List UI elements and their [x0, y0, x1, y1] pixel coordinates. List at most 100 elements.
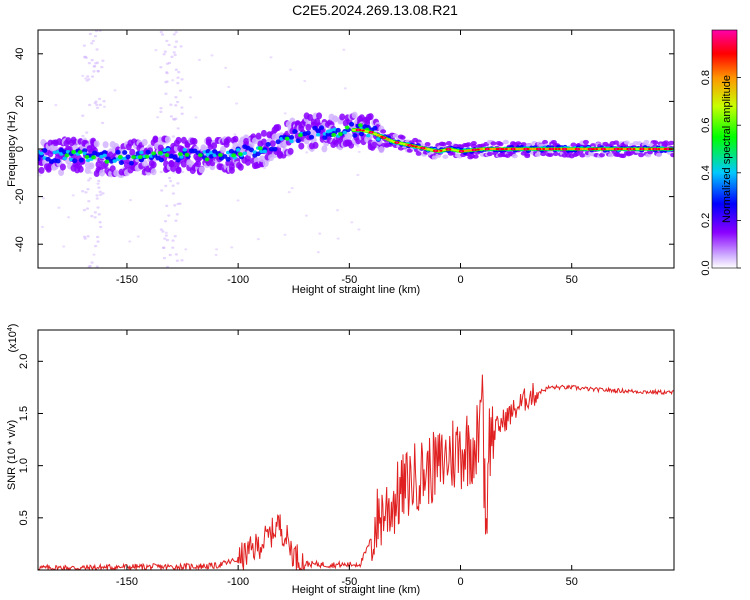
heatmap-cell [102, 150, 108, 155]
heatmap-cell [171, 79, 175, 82]
snr-series-line [38, 374, 674, 570]
heatmap-cell [414, 145, 418, 148]
heatmap-cell [77, 150, 83, 155]
heatmap-cell [145, 149, 151, 155]
heatmap-cell [652, 140, 659, 145]
heatmap-cell [321, 145, 328, 153]
heatmap-cell [87, 200, 91, 203]
snr-scale-exponent: 4 [7, 327, 14, 331]
heatmap-cell [95, 265, 99, 268]
heatmap-cell [180, 112, 184, 115]
heatmap-cell [162, 256, 167, 260]
heatmap-cell [165, 265, 170, 268]
heatmap-cell [395, 141, 399, 144]
heatmap-cell [171, 135, 175, 138]
heatmap-cell [204, 157, 210, 162]
snr-y-label: SNR (10 * v/v) [6, 420, 18, 490]
heatmap-cell [614, 148, 618, 150]
heatmap-cell [104, 159, 110, 164]
x-tick-label: 50 [566, 576, 578, 588]
heatmap-cell [176, 81, 180, 85]
heatmap-cell [55, 158, 61, 164]
heatmap-cell [84, 191, 88, 194]
heatmap-cell [91, 155, 96, 160]
heatmap-cell [38, 166, 45, 174]
heatmap-cell [90, 261, 94, 264]
heatmap-cell [465, 142, 472, 147]
heatmap-cell [595, 148, 599, 150]
heatmap-cell [96, 235, 100, 239]
heatmap-cell [470, 143, 477, 149]
heatmap-cell [236, 199, 240, 202]
heatmap-cell [167, 61, 172, 65]
x-tick-label: -100 [227, 274, 249, 286]
heatmap-cell [307, 114, 314, 122]
heatmap-cell [358, 131, 365, 137]
heatmap-cell [655, 152, 662, 158]
heatmap-cell [176, 202, 180, 206]
heatmap-cell [64, 153, 70, 158]
heatmap-cell [173, 45, 177, 49]
heatmap-cell [159, 110, 163, 114]
heatmap-cell [161, 230, 165, 233]
y-tick-label: -20 [14, 189, 26, 205]
heatmap-cell [445, 140, 452, 146]
heatmap-cell [98, 103, 102, 107]
heatmap-cell [298, 142, 305, 150]
heatmap-cell [78, 157, 84, 163]
heatmap-cell [102, 100, 106, 103]
figure-title: C2E5.2024.269.13.08.R21 [292, 2, 458, 18]
heatmap-cell [237, 152, 243, 157]
heatmap-cell [167, 43, 171, 47]
heatmap-cell [159, 30, 163, 34]
heatmap-cell [129, 148, 136, 156]
heatmap-cell [367, 113, 374, 121]
heatmap-cell [322, 135, 328, 140]
heatmap-cell [305, 151, 309, 154]
heatmap-cell [332, 115, 339, 123]
heatmap-cell [284, 136, 290, 141]
x-tick-label: 0 [457, 576, 463, 588]
heatmap-cell [486, 151, 493, 157]
heatmap-cell [579, 153, 586, 158]
heatmap-cell [169, 115, 173, 118]
heatmap-cell [102, 141, 109, 149]
heatmap-cell [440, 142, 447, 147]
heatmap-cell [235, 148, 241, 152]
x-tick-label: -150 [116, 576, 138, 588]
heatmap-cell [298, 133, 303, 138]
heatmap-cell [259, 155, 266, 163]
heatmap-cell [177, 70, 181, 74]
x-tick-label: -150 [116, 274, 138, 286]
heatmap-cell [589, 148, 592, 150]
heatmap-cell [90, 42, 94, 45]
heatmap-cell [164, 80, 168, 84]
snr-panel: -150 -100 -50 0 50 0.5 1.0 1.5 2.0 Height of st… [6, 324, 675, 596]
heatmap-cell [150, 161, 157, 169]
heatmap-cell [160, 189, 164, 192]
heatmap-cell [86, 75, 90, 78]
heatmap-cell [38, 156, 41, 162]
y-tick-label: 2.0 [18, 354, 30, 369]
heatmap-cell [361, 129, 365, 132]
heatmap-cell [169, 179, 173, 183]
heatmap-cell [165, 71, 169, 74]
heatmap-cell [308, 134, 315, 140]
heatmap-cell [176, 182, 180, 185]
heatmap-cell [417, 146, 421, 149]
heatmap-cell [164, 153, 170, 158]
colorbar-tick-label: 0.6 [700, 118, 712, 133]
heatmap-cell [159, 107, 163, 110]
heatmap-cell [598, 148, 602, 150]
colorbar-tick-label: 0.0 [700, 260, 712, 275]
heatmap-cell [99, 225, 103, 229]
colorbar-tick-label: 0.8 [700, 70, 712, 85]
heatmap-cell [102, 153, 107, 158]
heatmap-cell [172, 33, 176, 36]
heatmap-cell [84, 154, 90, 159]
colorbar-tick-label: 0.2 [700, 213, 712, 228]
heatmap-cell [497, 141, 504, 147]
heatmap-cell [91, 39, 95, 43]
heatmap-cell [82, 55, 87, 59]
heatmap-cell [101, 192, 105, 195]
